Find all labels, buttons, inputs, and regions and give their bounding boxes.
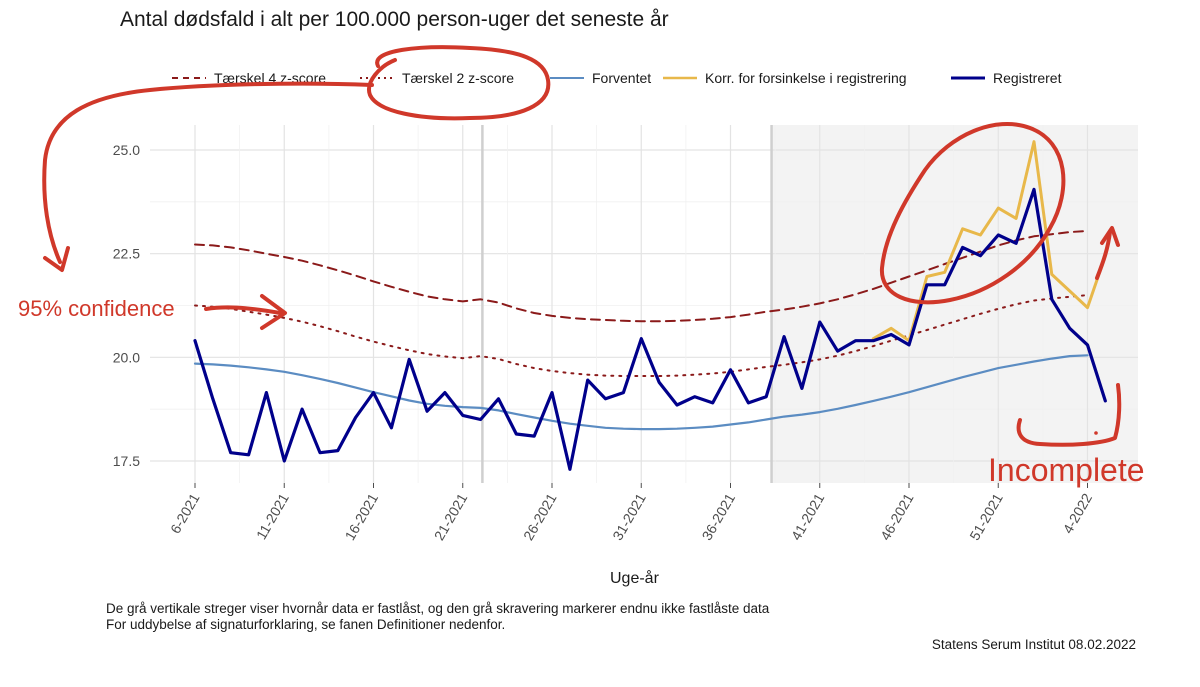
y-tick-label: 22.5: [113, 246, 140, 262]
series-line-registreret: [193, 187, 1107, 471]
confidence-label: 95% confidence: [18, 296, 175, 321]
incomplete-label: Incomplete: [988, 452, 1145, 488]
annotation-dot: [1094, 431, 1098, 435]
arrow-head: [43, 246, 70, 272]
highlight-circle-peak: [879, 122, 1066, 305]
unlocked-data-shading: [771, 125, 1138, 483]
x-tick-label: 41-2021: [788, 490, 828, 543]
legend-item-threshold-2: Tærskel 2 z-score: [360, 70, 514, 86]
x-tick-label: 36-2021: [699, 490, 739, 543]
upward-arrow-head: [1100, 226, 1120, 247]
confidence-arrow-head: [260, 294, 287, 330]
solid-line-icon: [550, 77, 584, 79]
x-tick-label: 6-2021: [167, 490, 203, 536]
legend-label: Forventet: [592, 70, 652, 86]
legend-label: Tærskel 2 z-score: [402, 70, 515, 86]
legend-item-corrected: Korr. for forsinkelse i registrering: [663, 70, 907, 86]
legend-item-registered: Registreret: [951, 70, 1061, 86]
legend-label: Korr. for forsinkelse i registrering: [705, 70, 907, 86]
x-tick-label: 4-2022: [1059, 490, 1095, 536]
solid-line-icon: [663, 76, 697, 80]
line-chart: 17.5 20.0 22.5 25.0 6-2021 11-2021 16-2021 21-2…: [18, 45, 1145, 543]
x-tick-label: 21-2021: [431, 490, 471, 543]
confidence-arrow-line: [204, 305, 282, 315]
series-line-forventet: [193, 354, 1089, 431]
caption-line-1: De grå vertikale streger viser hvornår d…: [106, 601, 770, 616]
curved-arrow-line: [42, 81, 374, 264]
chart-title: Antal dødsfald i alt per 100.000 person-…: [120, 8, 669, 31]
y-tick-label: 25.0: [113, 142, 140, 158]
x-tick-label: 26-2021: [520, 490, 560, 543]
solid-line-icon: [951, 76, 985, 80]
legend-label: Registreret: [993, 70, 1062, 86]
caption-line-2: For uddybelse af signaturforklaring, se …: [106, 617, 506, 632]
x-tick-label: 31-2021: [609, 490, 649, 543]
incomplete-bracket: [1016, 383, 1122, 447]
y-tick-label: 17.5: [113, 453, 140, 469]
legend-item-expected: Forventet: [550, 70, 651, 86]
series-line-t-rskel-4-z-score: [194, 229, 1089, 323]
highlight-circle-threshold-2: [367, 45, 551, 121]
x-tick-label: 51-2021: [966, 490, 1006, 543]
source-credit: Statens Serum Institut 08.02.2022: [931, 637, 1136, 652]
x-tick-label: 16-2021: [342, 490, 382, 543]
x-tick-label: 46-2021: [877, 490, 917, 543]
series-line-t-rskel-2-z-score: [194, 294, 1089, 377]
x-axis-title: Uge-år: [610, 570, 659, 587]
x-tick-label: 11-2021: [253, 490, 292, 542]
y-tick-label: 20.0: [113, 349, 140, 365]
dashed-line-icon: [172, 77, 206, 79]
caption: De grå vertikale streger viser hvornår d…: [106, 601, 769, 633]
upward-arrow-line: [1095, 230, 1112, 280]
